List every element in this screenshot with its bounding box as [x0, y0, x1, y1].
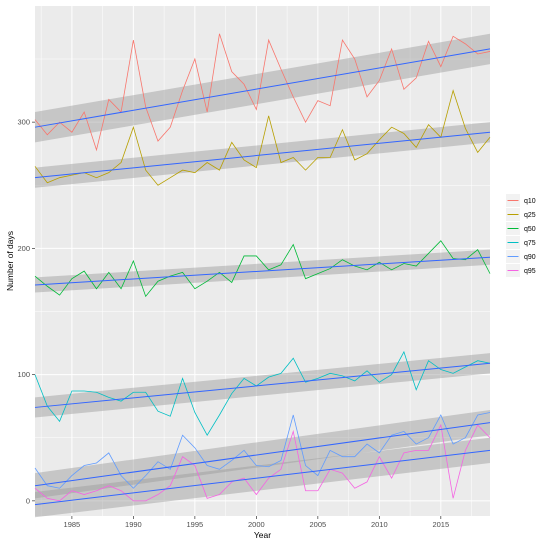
x-tick-label: 1990 [125, 520, 142, 529]
x-tick-label: 2015 [432, 520, 449, 529]
x-tick-label: 2010 [371, 520, 388, 529]
series-lines [34, 33, 491, 502]
x-tick-label: 2005 [309, 520, 326, 529]
x-tick-label: 1995 [187, 520, 204, 529]
y-tick-label: 300 [17, 118, 30, 127]
plot-panel [35, 6, 490, 516]
y-tick-label: 100 [17, 370, 30, 379]
q50-trend-line [34, 256, 491, 286]
legend-label: q95 [524, 268, 536, 275]
q75-line [34, 350, 491, 437]
legend-label: q90 [524, 254, 536, 261]
q25-line [34, 89, 491, 186]
q75-trend-line [34, 362, 491, 408]
q90-trend-line [34, 422, 491, 487]
legend: q10 q25 q50 q75 q90 q95 [506, 194, 536, 277]
q90-line [34, 412, 491, 489]
trend-lines [34, 48, 491, 506]
x-axis-title: Year [254, 530, 271, 540]
y-axis: 0 100 200 300 [17, 118, 35, 505]
q50-line [34, 240, 491, 298]
minor-gridlines [35, 6, 490, 516]
y-tick-label: 0 [26, 496, 30, 505]
q95-trend-line [34, 449, 491, 506]
q25-trend-line [34, 131, 491, 179]
legend-label: q50 [524, 226, 536, 233]
q10-trend-line [34, 48, 491, 128]
x-axis: 1985 1990 1995 2000 2005 2010 2015 [64, 516, 449, 529]
legend-label: q75 [524, 240, 536, 247]
q10-line [34, 33, 491, 152]
q95-line [34, 423, 491, 502]
y-axis-title: Number of days [5, 231, 15, 291]
x-tick-label: 2000 [248, 520, 265, 529]
legend-label: q10 [524, 198, 536, 205]
legend-label: q25 [524, 212, 536, 219]
y-tick-label: 200 [17, 244, 30, 253]
x-tick-label: 1985 [64, 520, 81, 529]
